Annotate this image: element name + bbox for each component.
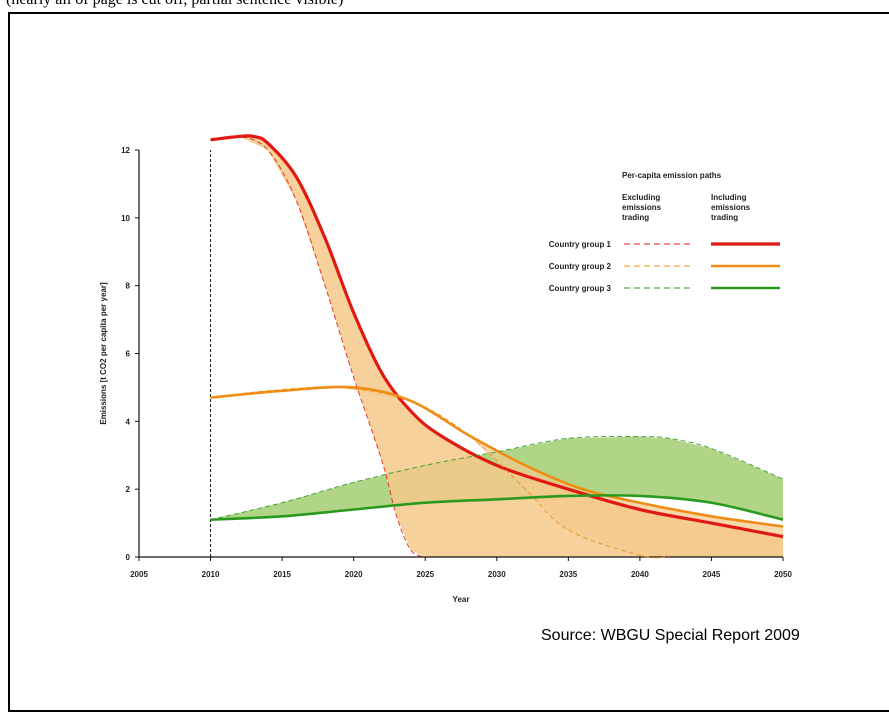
y-tick-label: 10 [121, 214, 130, 223]
legend-col-including: emissions [711, 203, 751, 212]
header-fragment: (nearly all of page is cut off, partial … [6, 0, 343, 9]
emissions-chart: 2005 2010 2015 2020 2025 2030 2035 2040 2045 2050… [99, 134, 792, 604]
y-tick-label: 2 [126, 485, 131, 494]
x-tick-label: 2010 [202, 570, 220, 579]
legend-col-excluding: Excluding [622, 193, 660, 202]
x-axis-label: Year [453, 595, 470, 604]
y-tick-label: 6 [126, 350, 131, 359]
y-tick-label: 4 [126, 417, 131, 426]
country-group-1-including-line [210, 134, 784, 539]
group2-band [210, 387, 784, 557]
x-tick-label: 2005 [130, 570, 148, 579]
legend-col-including: Including [711, 193, 747, 202]
country-group-1-excluding-line [210, 135, 426, 558]
legend-col-excluding: trading [622, 213, 649, 222]
legend-col-excluding: emissions [622, 203, 662, 212]
country-group-2-including-line [210, 385, 784, 528]
legend-label-country-group-1: Country group 1 [549, 240, 612, 249]
x-tick-label: 2040 [631, 570, 649, 579]
x-tick-label: 2015 [273, 570, 291, 579]
x-tick-label: 2035 [559, 570, 577, 579]
country-group-3-excluding-line [210, 435, 784, 521]
legend-label-country-group-2: Country group 2 [549, 262, 612, 271]
x-tick-label: 2045 [703, 570, 721, 579]
y-tick-label: 0 [126, 553, 131, 562]
source-caption: Source: WBGU Special Report 2009 [541, 627, 800, 644]
legend-label-country-group-3: Country group 3 [549, 284, 612, 293]
group1-band [210, 136, 784, 557]
y-tick-label: 12 [121, 146, 130, 155]
x-tick-label: 2020 [345, 570, 363, 579]
y-axis-label: Emissions [t CO2 per capita per year] [99, 282, 108, 425]
y-tick-label: 8 [126, 282, 131, 291]
x-tick-label: 2030 [488, 570, 506, 579]
x-tick-label: 2025 [416, 570, 434, 579]
country-group-2-excluding-line [210, 386, 669, 559]
country-group-3-including-line [210, 493, 784, 521]
legend-col-including: trading [711, 213, 738, 222]
x-tick-label: 2050 [774, 570, 792, 579]
legend-title: Per-capita emission paths [622, 171, 722, 180]
